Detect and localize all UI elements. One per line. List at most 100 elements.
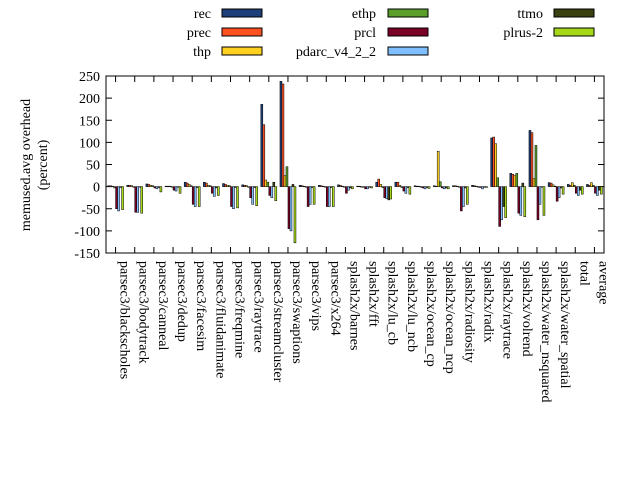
y-tick-label: -50 xyxy=(81,203,100,218)
x-tick-label: splash2x/ocean_ncp xyxy=(442,261,457,374)
bar-prcl xyxy=(440,186,444,189)
legend-swatch xyxy=(553,27,595,37)
bar-rec xyxy=(241,184,244,187)
bar-ttmo xyxy=(464,186,467,189)
bar-prec xyxy=(454,185,457,187)
bar-prcl xyxy=(498,186,501,227)
bar-thp xyxy=(360,186,363,188)
bar-plrus-2 xyxy=(600,186,603,195)
bar-plrus-2 xyxy=(332,186,335,207)
bar-thp xyxy=(187,184,191,187)
legend-label: thp xyxy=(193,45,211,60)
bar-ttmo xyxy=(540,186,544,188)
bar-plrus-2 xyxy=(446,186,450,190)
bar-prcl xyxy=(594,186,597,194)
legend-swatch xyxy=(387,46,429,56)
bar-pdarc-v4-2-2 xyxy=(385,186,388,199)
bar-rec xyxy=(375,181,378,187)
bar-rec xyxy=(222,183,225,187)
bar-thp xyxy=(283,175,287,187)
x-tick-label: splash2x/water_nsquared xyxy=(538,261,553,403)
bar-pdarc-v4-2-2 xyxy=(577,186,580,196)
bar-pdarc-v4-2-2 xyxy=(366,186,369,190)
bar-prec xyxy=(300,185,304,187)
bar-thp xyxy=(322,185,325,188)
bar-prec xyxy=(569,185,572,187)
bar-prcl xyxy=(575,186,578,194)
bar-thp xyxy=(532,178,536,187)
bar-pdarc-v4-2-2 xyxy=(232,186,235,209)
bar-prcl xyxy=(345,186,348,194)
bar-prec xyxy=(377,178,380,187)
y-tick-label: 100 xyxy=(79,136,100,151)
bar-ttmo xyxy=(483,186,486,188)
x-tick-label: splash2x/water_spatial xyxy=(557,261,572,389)
legend-swatch xyxy=(553,8,595,18)
bar-ethp xyxy=(515,173,519,187)
bar-pdarc-v4-2-2 xyxy=(270,186,274,198)
bar-pdarc-v4-2-2 xyxy=(538,186,542,205)
bar-ethp xyxy=(304,186,308,188)
bar-ethp xyxy=(553,185,557,188)
legend-label: ttmo xyxy=(517,7,543,22)
bar-plrus-2 xyxy=(561,186,565,195)
legend-label: prec xyxy=(187,26,211,41)
y-tick-label: 200 xyxy=(79,92,100,107)
bar-thp xyxy=(302,185,306,188)
bar-ttmo xyxy=(176,186,180,188)
bar-prcl xyxy=(306,186,310,207)
y-tick-label: -150 xyxy=(74,247,100,262)
legend-label: pdarc_v4_2_2 xyxy=(296,45,376,60)
x-tick-label: splash2x/fft xyxy=(366,261,381,327)
x-tick-label: splash2x/radiosity xyxy=(461,261,476,363)
bar-ethp xyxy=(362,186,365,188)
bar-pdarc-v4-2-2 xyxy=(481,186,484,190)
bar-prec xyxy=(396,181,400,187)
bar-prec xyxy=(320,185,323,187)
bar-plrus-2 xyxy=(485,186,488,188)
bar-rec xyxy=(528,130,532,187)
y-axis-label: memused.avg overhead (percent) xyxy=(19,99,51,231)
x-tick-label: splash2x/barnes xyxy=(346,261,361,350)
bar-ethp xyxy=(324,186,327,188)
bar-thp xyxy=(341,185,344,188)
bar-pdarc-v4-2-2 xyxy=(213,186,216,197)
x-tick-label: parsec3/streamcluster xyxy=(270,261,285,383)
bar-rec xyxy=(107,185,110,187)
bar-plrus-2 xyxy=(236,186,239,209)
bar-ttmo xyxy=(598,186,601,191)
bar-ttmo xyxy=(425,186,429,188)
x-tick-label: parsec3/dedup xyxy=(174,261,189,342)
legend-swatch xyxy=(387,8,429,18)
legend-label: prcl xyxy=(354,26,376,41)
bar-pdarc-v4-2-2 xyxy=(136,186,139,213)
bar-plrus-2 xyxy=(523,186,527,217)
bar-rec xyxy=(164,185,168,188)
x-tick-label: parsec3/blackscholes xyxy=(117,261,132,379)
x-tick-label: splash2x/radix xyxy=(481,261,496,343)
bar-ttmo xyxy=(349,186,352,189)
bar-pdarc-v4-2-2 xyxy=(423,186,427,190)
bars xyxy=(107,81,603,244)
x-tick-label: parsec3/freqmine xyxy=(232,261,247,358)
bar-ttmo xyxy=(253,186,256,188)
bar-ttmo xyxy=(406,186,410,188)
legend-label: rec xyxy=(194,7,211,22)
bar-plrus-2 xyxy=(370,186,373,189)
bar-prec xyxy=(224,184,227,187)
bar-thp xyxy=(590,182,593,187)
bar-ethp xyxy=(438,181,442,187)
legend-swatch xyxy=(221,8,263,18)
bar-rec xyxy=(260,104,264,187)
legend-swatch xyxy=(221,27,263,37)
bar-rec xyxy=(356,185,359,188)
bar-thp xyxy=(417,185,421,188)
bar-ethp xyxy=(228,185,231,187)
bar-prec xyxy=(166,185,170,188)
bar-ttmo xyxy=(387,186,390,201)
bar-pdarc-v4-2-2 xyxy=(251,186,254,205)
bar-prcl xyxy=(287,186,291,229)
x-tick-label: parsec3/bodytrack xyxy=(136,261,151,364)
bar-plrus-2 xyxy=(504,186,507,218)
legend: rec prec thp ethp prcl pdarc_v4_2_2 ttmo plrus-… xyxy=(187,7,595,60)
